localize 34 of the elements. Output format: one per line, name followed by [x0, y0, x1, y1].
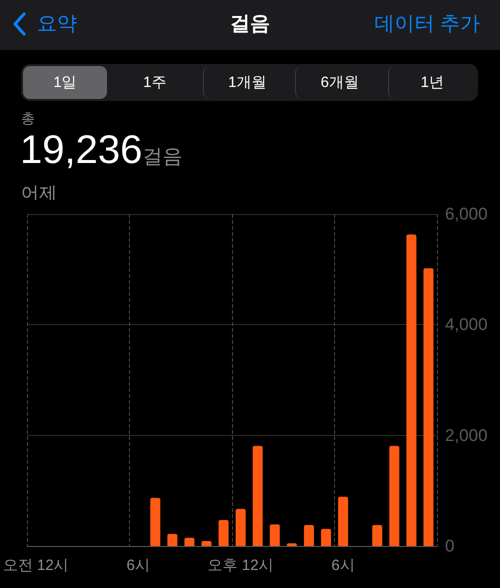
bar	[236, 508, 246, 546]
text: 6개월	[295, 66, 384, 99]
bar	[406, 234, 416, 546]
bar	[252, 446, 263, 546]
bar	[184, 538, 194, 546]
text: 총	[21, 110, 35, 128]
x-tick-label: 6시	[126, 557, 150, 574]
bar	[372, 524, 382, 546]
text: 요약	[37, 12, 77, 37]
bar	[218, 520, 229, 546]
x-tick-label: 6시	[331, 557, 355, 574]
text: 1주	[142, 73, 168, 93]
bar	[270, 524, 280, 546]
bar	[150, 498, 160, 546]
y-tick-label: 4,000	[445, 315, 488, 334]
x-tick-label: 오후 12시	[208, 557, 274, 574]
bar	[167, 534, 178, 546]
x-tick-label: 오전 12시	[2, 557, 69, 574]
bar	[321, 528, 332, 546]
bar	[338, 496, 348, 546]
text: 1개월	[202, 66, 291, 99]
chart-title: 걸음	[230, 13, 270, 35]
bar	[423, 268, 434, 546]
bar	[389, 446, 400, 546]
text: 19,236걸음	[20, 128, 182, 172]
y-tick-label: 2,000	[445, 426, 488, 445]
text: 어제	[21, 182, 57, 205]
text: 1년	[388, 66, 476, 99]
bar	[202, 541, 212, 546]
text: 데이터 추가	[374, 12, 480, 37]
text: 1일	[23, 66, 107, 99]
y-tick-label: 0	[445, 536, 454, 556]
y-tick-label: 6,000	[445, 204, 488, 224]
bar	[304, 524, 314, 546]
